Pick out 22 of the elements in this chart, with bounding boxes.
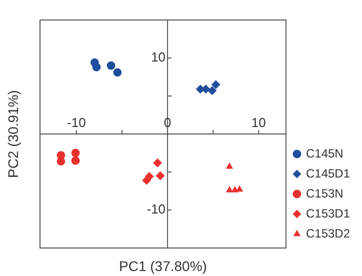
point [231, 186, 239, 192]
y-axis-title: PC2 (30.91%) [4, 90, 21, 178]
point [71, 156, 80, 165]
point [208, 86, 217, 96]
point [56, 157, 66, 166]
point [211, 80, 220, 90]
point [106, 61, 116, 70]
x-axis-title: PC1 (37.80%) [119, 258, 207, 274]
legend-label: C153D2 [306, 226, 350, 240]
point [156, 171, 165, 180]
point [226, 162, 234, 169]
x-tick-label: 10 [251, 115, 266, 130]
legend-label: C153N [306, 186, 344, 200]
point [71, 148, 80, 158]
x-tick-label: -10 [67, 115, 86, 130]
legend-label: C153D1 [306, 206, 350, 220]
point [226, 186, 234, 192]
legend-label: C145N [306, 146, 344, 160]
point [113, 68, 122, 77]
point [153, 158, 162, 168]
point [92, 62, 101, 72]
legend-label: C145D1 [306, 166, 350, 180]
